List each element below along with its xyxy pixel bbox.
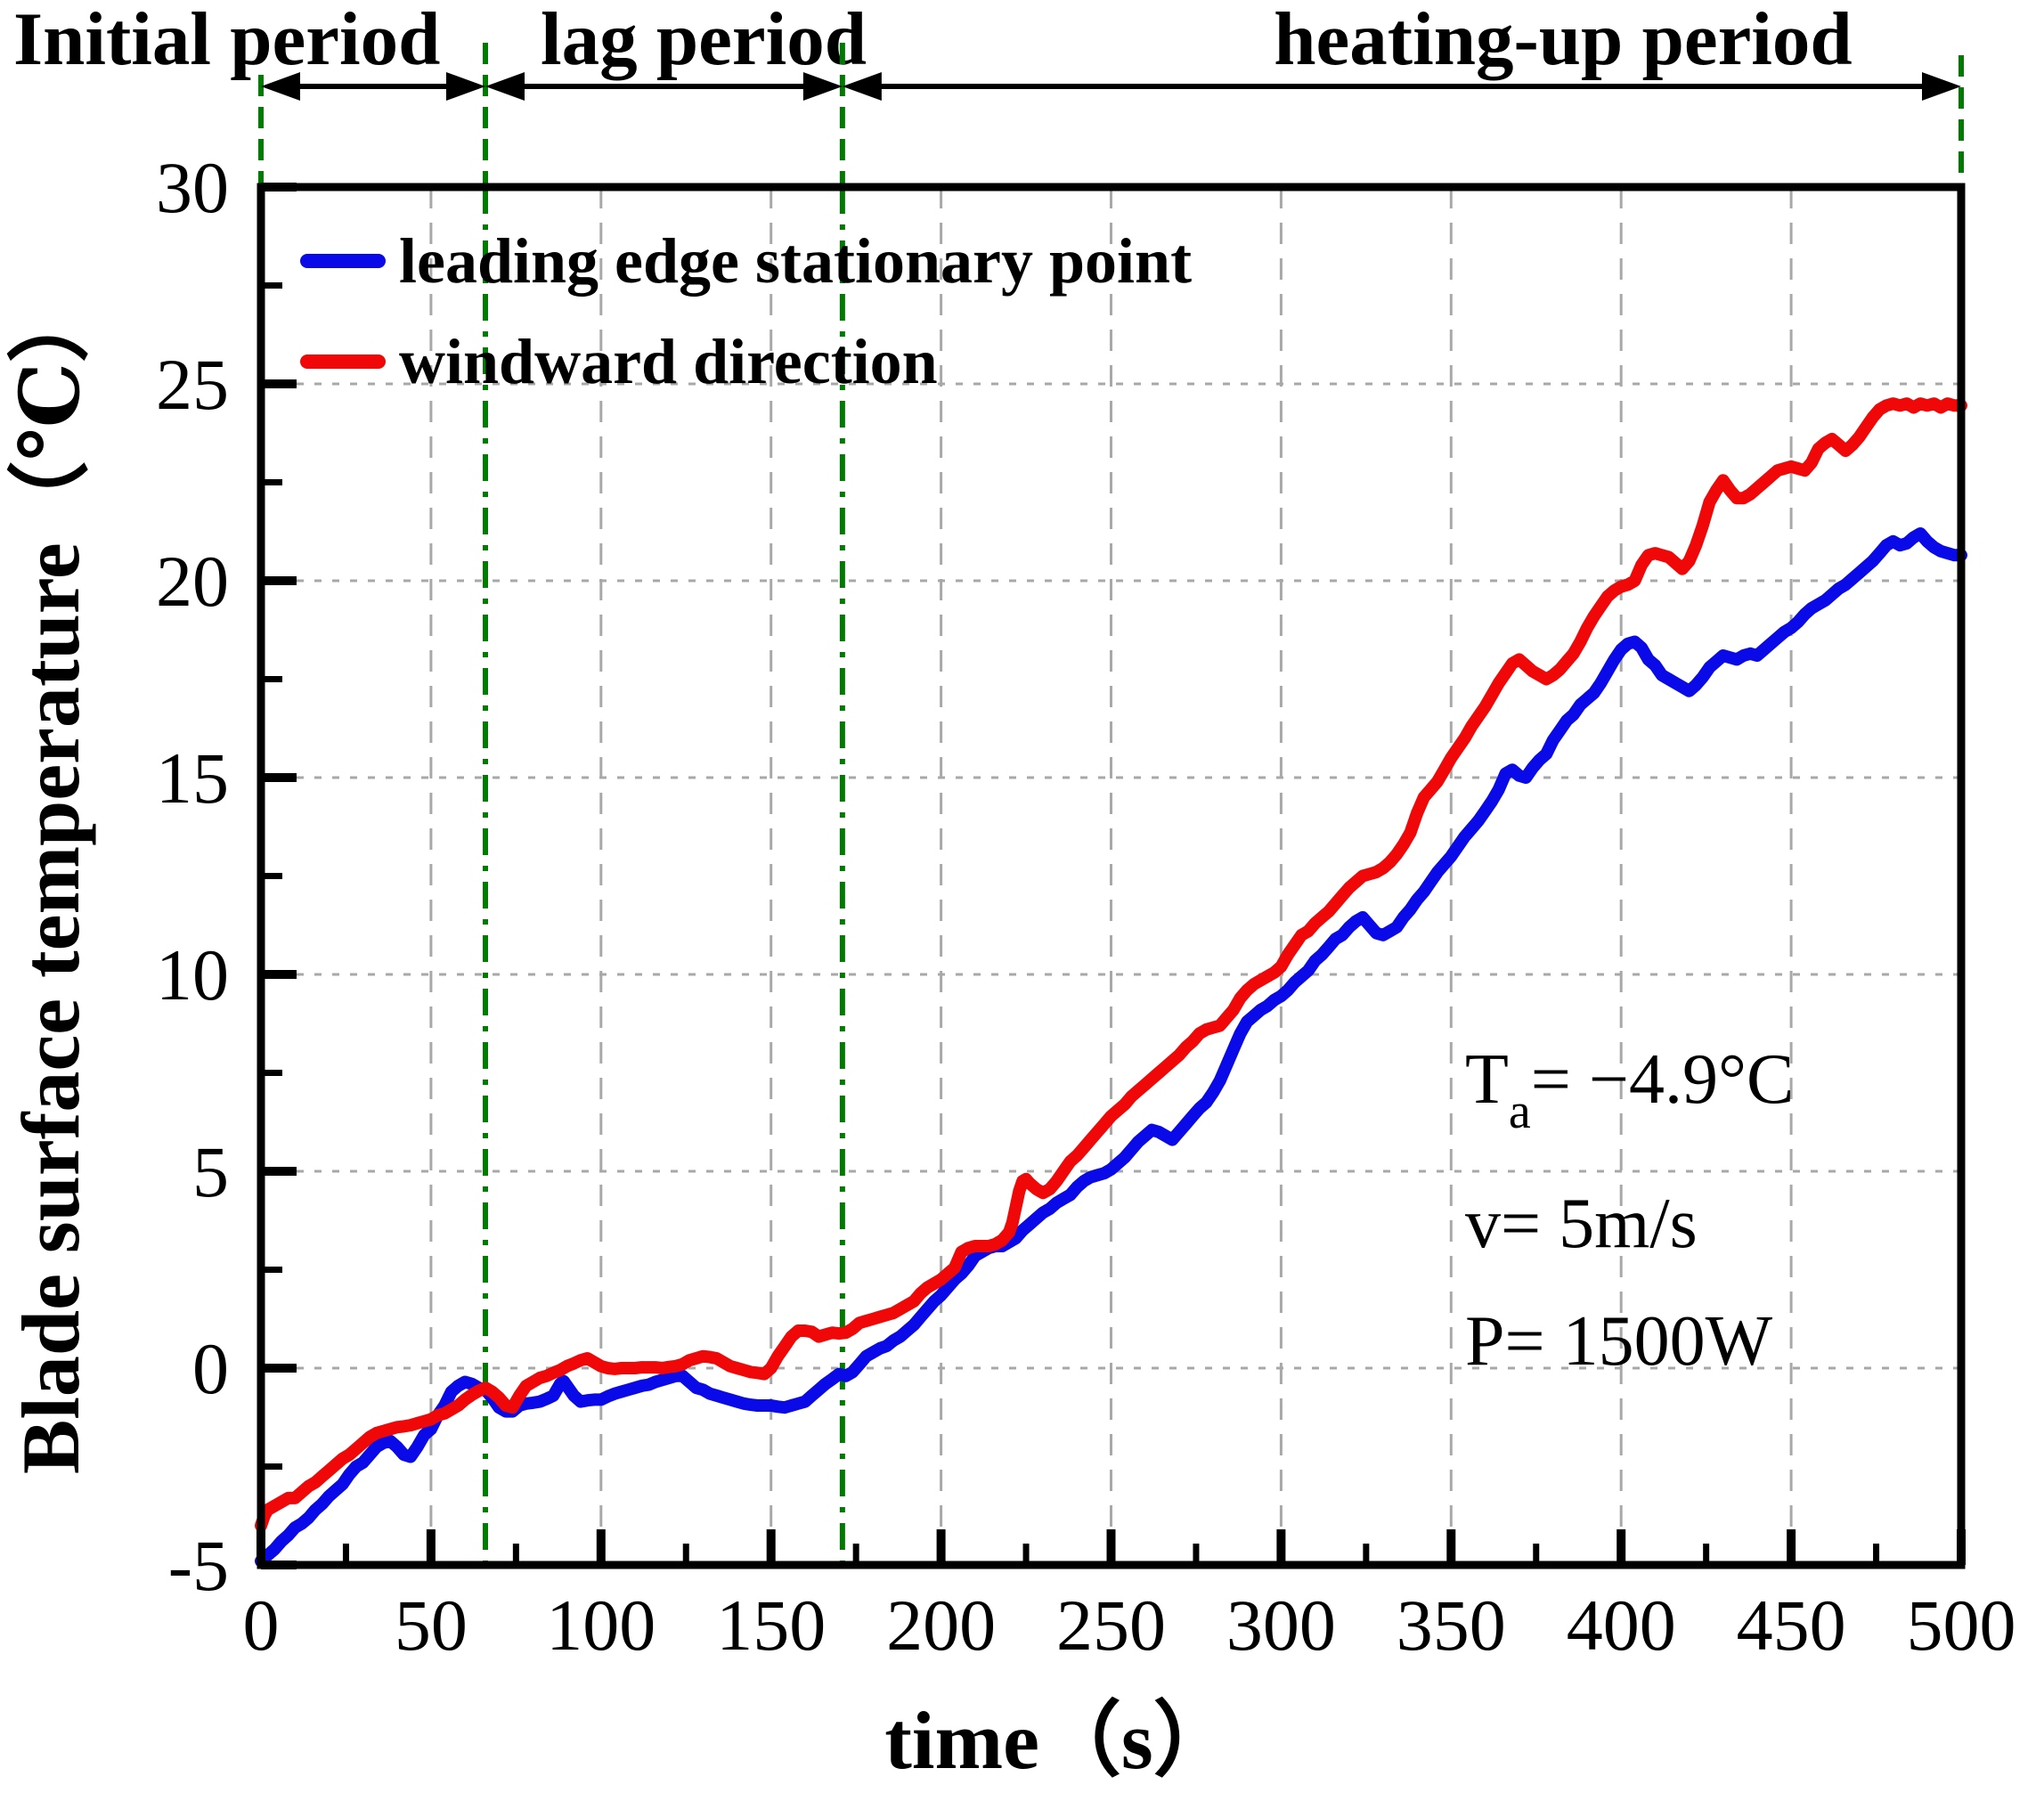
experiment-annotations: Ta= −4.9°C v= 5m/s P= 1500W (1465, 1040, 1794, 1381)
x-tick-label-500: 500 (1907, 1585, 2016, 1666)
axis-ticks (257, 183, 1966, 1569)
y-tick-label-25: 25 (156, 344, 229, 425)
period-arrows (261, 72, 1961, 101)
x-tick-label-300: 300 (1226, 1585, 1336, 1666)
x-tick-label-400: 400 (1567, 1585, 1676, 1666)
legend-label-red: windward direction (399, 326, 938, 397)
x-tick-label-350: 350 (1397, 1585, 1506, 1666)
annotation-heating-power: P= 1500W (1465, 1302, 1773, 1381)
x-tick-label-250: 250 (1056, 1585, 1166, 1666)
period-label-initial: Initial period (13, 0, 440, 81)
x-tick-label-150: 150 (716, 1585, 826, 1666)
y-axis-title: Blade surface temperature（℃） (5, 281, 96, 1474)
legend-label-blue: leading edge stationary point (399, 225, 1192, 297)
period-label-lag: lag period (541, 0, 867, 81)
legend: leading edge stationary point windward d… (300, 225, 1192, 397)
x-tick-label-50: 50 (395, 1585, 468, 1666)
period-arrow-2 (842, 72, 1961, 101)
y-tick-label-15: 15 (156, 738, 229, 819)
axis-tick-labels: 0 50 100 150 200 250 300 350 400 450 500-505101520… (156, 147, 2016, 1666)
annotation-ambient-temperature: Ta= −4.9°C (1465, 1040, 1794, 1139)
x-tick-label-200: 200 (886, 1585, 996, 1666)
y-tick-label-5: 5 (192, 1131, 229, 1212)
gridlines (261, 187, 1961, 1565)
y-tick-label--5: -5 (168, 1525, 229, 1606)
series-line-windward-direction (255, 397, 1967, 1532)
data-series (255, 397, 1967, 1568)
y-tick-label-20: 20 (156, 541, 229, 622)
annotation-wind-speed: v= 5m/s (1465, 1185, 1698, 1263)
x-tick-label-450: 450 (1737, 1585, 1846, 1666)
x-axis-title: time（s） (884, 1695, 1234, 1786)
period-label-heating: heating-up period (1274, 0, 1852, 81)
period-arrow-1 (485, 72, 843, 101)
period-arrow-0 (261, 72, 485, 101)
y-tick-label-10: 10 (156, 934, 229, 1015)
y-tick-label-30: 30 (156, 147, 229, 228)
x-tick-label-0: 0 (243, 1585, 280, 1666)
y-tick-label-0: 0 (192, 1328, 229, 1409)
series-line-leading-edge-stationary-point (255, 527, 1967, 1568)
x-tick-label-100: 100 (546, 1585, 656, 1666)
